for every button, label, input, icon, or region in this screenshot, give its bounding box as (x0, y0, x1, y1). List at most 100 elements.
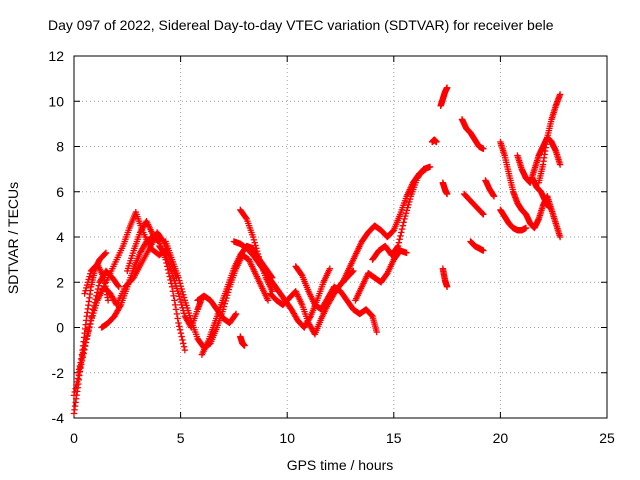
data-point-s5 (177, 329, 185, 337)
data-point-s20 (402, 210, 410, 217)
data-point-s33 (556, 91, 564, 98)
data-point-s27 (480, 211, 487, 218)
data-point-s3 (79, 349, 87, 356)
data-point-s20 (400, 219, 407, 226)
y-tick-label: 6 (56, 184, 64, 200)
data-point-s18 (368, 312, 375, 319)
data-point-s26 (480, 145, 487, 152)
data-point-s5 (181, 346, 189, 354)
data-point-s23 (443, 84, 451, 91)
data-point-s9 (221, 300, 229, 307)
data-point-s4 (87, 270, 94, 277)
data-point-s2 (115, 283, 122, 290)
data-point-s12 (232, 311, 239, 319)
data-point-s3 (84, 329, 92, 337)
data-point-s2 (114, 282, 122, 289)
data-point-s3 (86, 323, 93, 331)
data-point-s20 (397, 232, 404, 240)
data-point-s5 (166, 273, 173, 280)
data-point-s7 (159, 237, 166, 244)
data-point-s5 (174, 315, 181, 322)
x-tick-label: 25 (599, 430, 615, 446)
data-point-s5 (175, 319, 182, 327)
data-point-s32 (556, 161, 564, 168)
y-tick-label: 2 (56, 274, 64, 290)
data-point-s20 (398, 229, 405, 236)
data-point-s3 (77, 359, 84, 366)
data-point-s5 (180, 340, 187, 347)
y-tick-label: 12 (48, 48, 64, 64)
data-point-s3 (80, 345, 88, 353)
data-point-s9 (180, 294, 188, 301)
data-point-s3 (87, 320, 94, 328)
data-point-s20 (403, 207, 411, 214)
data-point-s25 (443, 283, 451, 290)
data-point-s17 (326, 265, 334, 272)
data-point-s20 (394, 243, 401, 251)
data-point-s14 (242, 214, 250, 221)
data-point-s12 (232, 310, 240, 318)
x-tick-label: 10 (279, 430, 295, 446)
data-point-s4 (104, 297, 112, 304)
grid-lines (74, 56, 607, 418)
data-point-s14 (253, 247, 261, 255)
data-point-s14 (255, 253, 262, 260)
data-point-s2 (73, 381, 80, 389)
data-point-s34 (546, 204, 553, 211)
data-point-s31 (522, 224, 530, 232)
data-point-s3 (75, 369, 82, 376)
data-point-s5 (176, 326, 184, 333)
data-point-s20 (404, 204, 411, 211)
data-point-s14 (251, 239, 258, 246)
data-point-s1 (101, 250, 109, 257)
x-tick-label: 20 (493, 430, 509, 446)
data-point-s5 (116, 303, 124, 310)
data-point-s21 (403, 249, 410, 257)
data-point-s20 (398, 225, 406, 233)
data-point-s17 (306, 314, 314, 321)
data-point-s5 (170, 292, 177, 300)
data-point-s10 (161, 250, 169, 258)
data-point-s5 (171, 297, 178, 304)
data-point-s2 (70, 392, 78, 399)
data-point-s1 (102, 249, 110, 257)
data-point-s14 (253, 245, 260, 252)
data-point-s10 (175, 290, 182, 297)
y-tick-label: -2 (52, 365, 65, 381)
data-point-s5 (180, 343, 188, 350)
data-point-s20 (401, 215, 408, 223)
data-point-s28 (480, 247, 487, 254)
x-tick-label: 0 (70, 430, 78, 446)
data-point-s24 (443, 190, 451, 198)
data-point-s2 (74, 375, 82, 382)
data-point-s20 (426, 163, 434, 171)
y-tick-label: -4 (52, 410, 65, 426)
data-point-s3 (76, 362, 84, 370)
chart-title: Day 097 of 2022, Sidereal Day-to-day VTE… (48, 17, 554, 33)
data-point-s5 (172, 301, 179, 309)
data-point-s20 (399, 222, 407, 229)
data-point-s3 (75, 366, 83, 373)
data-point-s3 (79, 352, 86, 359)
x-tick-label: 5 (177, 430, 185, 446)
y-axis-label: SDTVAR / TECUs (5, 182, 21, 294)
data-point-s27 (479, 210, 486, 217)
x-axis-label: GPS time / hours (287, 457, 394, 473)
data-point-s20 (394, 242, 402, 250)
data-point-s30 (556, 233, 564, 241)
data-point-s14 (252, 242, 259, 249)
data-point-s20 (406, 198, 413, 206)
data-point-s10 (176, 293, 183, 300)
data-point-s4 (86, 273, 93, 280)
data-point-s3 (81, 342, 88, 349)
data-point-s5 (168, 283, 176, 290)
data-point-s5 (176, 323, 183, 330)
data-point-s2 (95, 282, 102, 289)
data-point-s14 (249, 233, 257, 241)
data-point-s20 (405, 201, 412, 208)
x-tick-labels: 0 5 10 15 20 25 (70, 430, 615, 446)
data-point-s8 (149, 231, 157, 238)
data-point-s20 (406, 195, 414, 203)
data-point-s4 (83, 281, 91, 289)
